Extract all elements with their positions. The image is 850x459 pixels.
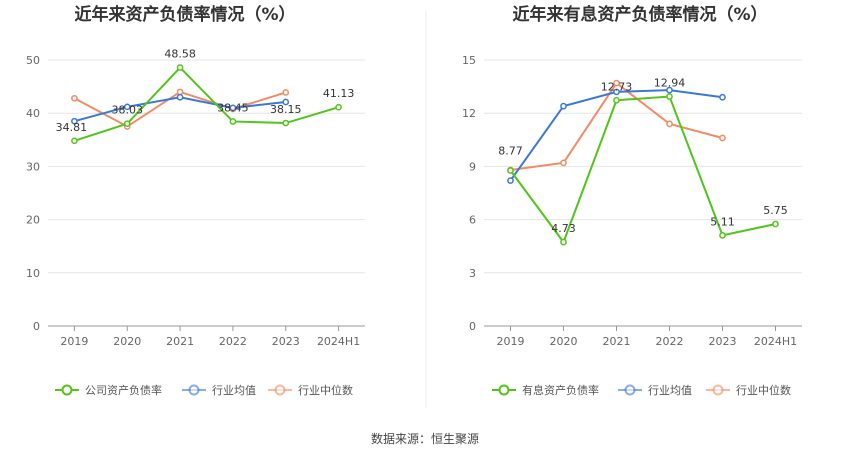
y-tick-label: 10 xyxy=(26,267,40,280)
data-label: 41.13 xyxy=(323,87,355,100)
y-tick-label: 0 xyxy=(469,320,476,333)
legend-label: 行业均值 xyxy=(648,384,692,397)
data-point xyxy=(176,93,184,101)
legend-item[interactable]: 行业中位数 xyxy=(706,383,791,397)
x-tick-label: 2019 xyxy=(60,335,88,348)
data-label: 38.45 xyxy=(217,101,249,114)
series-line-2 xyxy=(510,81,723,171)
legend-label: 有息资产负债率 xyxy=(522,383,599,397)
data-label: 12.94 xyxy=(654,77,686,90)
series-line-1 xyxy=(509,89,723,182)
legend-item[interactable]: 行业中位数 xyxy=(268,383,353,397)
y-tick-label: 12 xyxy=(462,107,476,120)
legend-marker xyxy=(624,384,636,396)
data-point xyxy=(176,88,184,96)
x-tick-label: 2019 xyxy=(497,335,525,348)
data-label: 5.11 xyxy=(710,215,735,228)
data-point xyxy=(772,220,779,228)
legend-marker xyxy=(188,384,200,396)
data-point xyxy=(560,102,567,110)
legend-marker xyxy=(498,384,510,396)
legend-label: 公司资产负债率 xyxy=(85,383,162,397)
x-tick-label: 2024H1 xyxy=(317,335,360,348)
data-point xyxy=(176,64,184,71)
data-point xyxy=(560,159,567,167)
data-point xyxy=(719,134,726,142)
chart-title: 近年来资产负债率情况（%） xyxy=(74,4,295,25)
y-tick-label: 50 xyxy=(26,54,40,67)
data-point xyxy=(282,89,290,96)
data-label: 12.73 xyxy=(601,80,633,93)
data-point xyxy=(613,79,620,87)
legend-item[interactable]: 公司资产负债率 xyxy=(55,383,162,397)
y-tick-label: 20 xyxy=(26,214,40,227)
x-tick-label: 2020 xyxy=(550,335,578,348)
y-tick-label: 3 xyxy=(469,267,476,280)
data-point xyxy=(71,137,78,145)
data-point xyxy=(71,117,78,125)
legend-label: 行业中位数 xyxy=(736,383,791,397)
legend-item[interactable]: 行业均值 xyxy=(182,384,256,397)
data-point xyxy=(123,103,131,111)
legend-marker xyxy=(712,384,724,396)
data-point xyxy=(666,86,673,94)
data-point xyxy=(71,94,78,102)
data-point xyxy=(282,119,290,127)
data-label: 38.15 xyxy=(270,103,302,116)
y-tick-label: 40 xyxy=(26,107,40,120)
data-point xyxy=(666,93,673,100)
legend-item[interactable]: 有息资产负债率 xyxy=(492,383,599,397)
x-tick-label: 2022 xyxy=(656,335,684,348)
data-label: 48.58 xyxy=(164,48,196,61)
debt-ratio-chart: 近年来资产负债率情况（%） 0 10 20 30 40 50 2019 2020 2021 2022… xyxy=(26,4,365,397)
data-label: 34.81 xyxy=(56,121,88,134)
series-line-1 xyxy=(74,96,286,123)
legend-label: 行业均值 xyxy=(212,384,256,397)
interest-bearing-debt-ratio-chart: 近年来有息资产负债率情况（%） 0 3 6 9 12 15 2019 2020 2021 2022 2… xyxy=(462,4,802,397)
data-point xyxy=(335,103,342,111)
x-tick-label: 2023 xyxy=(272,335,300,348)
data-label: 38.03 xyxy=(112,104,144,117)
x-tick-label: 2023 xyxy=(709,335,737,348)
data-label: 4.73 xyxy=(551,222,576,235)
data-point xyxy=(507,177,514,184)
legend-marker xyxy=(61,384,73,396)
legend-marker xyxy=(274,384,286,396)
data-point xyxy=(719,93,726,101)
data-point xyxy=(282,98,290,106)
chart-title: 近年来有息资产负债率情况（%） xyxy=(512,4,767,25)
data-source-note: 数据来源：恒生聚源 xyxy=(371,431,479,446)
legend-item[interactable]: 行业均值 xyxy=(618,384,692,397)
data-point xyxy=(666,120,673,128)
data-label: 5.75 xyxy=(763,204,788,217)
y-tick-label: 15 xyxy=(462,54,476,67)
y-tick-label: 0 xyxy=(33,320,40,333)
data-point xyxy=(613,96,620,104)
data-point xyxy=(229,118,237,125)
x-tick-label: 2022 xyxy=(219,335,247,348)
data-point xyxy=(719,232,726,239)
y-tick-label: 6 xyxy=(469,214,476,227)
data-point xyxy=(229,104,237,112)
data-point xyxy=(560,238,567,246)
x-tick-label: 2021 xyxy=(166,335,194,348)
x-tick-label: 2024H1 xyxy=(754,335,797,348)
y-tick-label: 30 xyxy=(26,160,40,173)
series-line-0 xyxy=(509,95,776,245)
data-point xyxy=(507,167,514,174)
data-point xyxy=(613,88,620,96)
legend-label: 行业中位数 xyxy=(298,383,353,397)
data-label: 8.77 xyxy=(498,144,523,157)
x-tick-label: 2021 xyxy=(603,335,631,348)
x-tick-label: 2020 xyxy=(113,335,141,348)
y-tick-label: 9 xyxy=(469,160,476,173)
data-point xyxy=(123,120,131,128)
series-line-0 xyxy=(74,66,339,142)
